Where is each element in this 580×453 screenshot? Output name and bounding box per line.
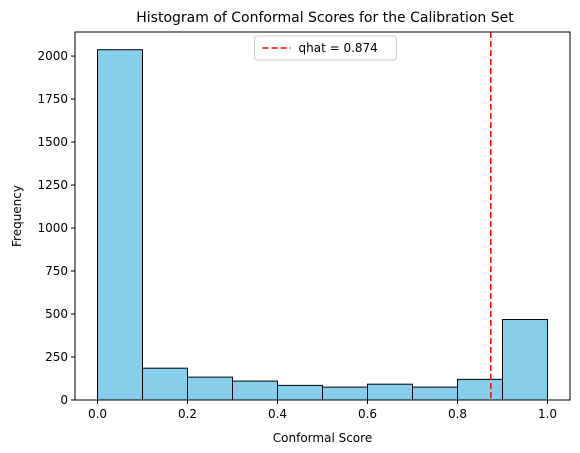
- bars-group: [97, 49, 548, 401]
- y-axis-label: Frequency: [10, 185, 24, 247]
- legend-box: [254, 35, 397, 61]
- y-tick-label: 750: [45, 264, 68, 278]
- y-tick-label: 0: [60, 393, 68, 407]
- histogram-bar: [367, 383, 413, 401]
- y-tick-label: 1250: [37, 178, 68, 192]
- y-tick-label: 500: [45, 307, 68, 321]
- histogram-bar: [97, 49, 143, 401]
- y-tick-label: 1000: [37, 221, 68, 235]
- histogram-bar: [277, 384, 323, 401]
- x-tick-label: 1.0: [538, 407, 557, 421]
- legend: qhat = 0.874: [254, 35, 397, 61]
- x-tick-label: 0.6: [358, 407, 377, 421]
- x-axis-label: Conformal Score: [273, 431, 372, 445]
- plot-frame: [74, 31, 571, 401]
- histogram-bar: [412, 386, 458, 401]
- x-tick-label: 0.0: [88, 407, 107, 421]
- histogram-bar: [322, 386, 368, 401]
- histogram-bar: [187, 376, 233, 401]
- y-axis-ticks: 0 250 500 750 1000 1250 1500 1750 2000: [37, 49, 75, 407]
- x-tick-label: 0.4: [268, 407, 287, 421]
- y-tick-label: 1750: [37, 92, 68, 106]
- chart-title: Histogram of Conformal Scores for the Ca…: [136, 10, 514, 26]
- histogram-bar: [142, 367, 188, 401]
- legend-label: qhat = 0.874: [299, 41, 378, 55]
- y-tick-label: 1500: [37, 135, 68, 149]
- histogram-bar: [457, 378, 503, 401]
- x-tick-label: 0.8: [448, 407, 467, 421]
- y-tick-label: 2000: [37, 49, 68, 63]
- histogram-bar: [232, 380, 278, 401]
- x-tick-label: 0.2: [178, 407, 197, 421]
- histogram-bar: [502, 319, 548, 401]
- x-axis-ticks: 0.0 0.2 0.4 0.6 0.8 1.0: [88, 400, 557, 421]
- y-tick-label: 250: [45, 350, 68, 364]
